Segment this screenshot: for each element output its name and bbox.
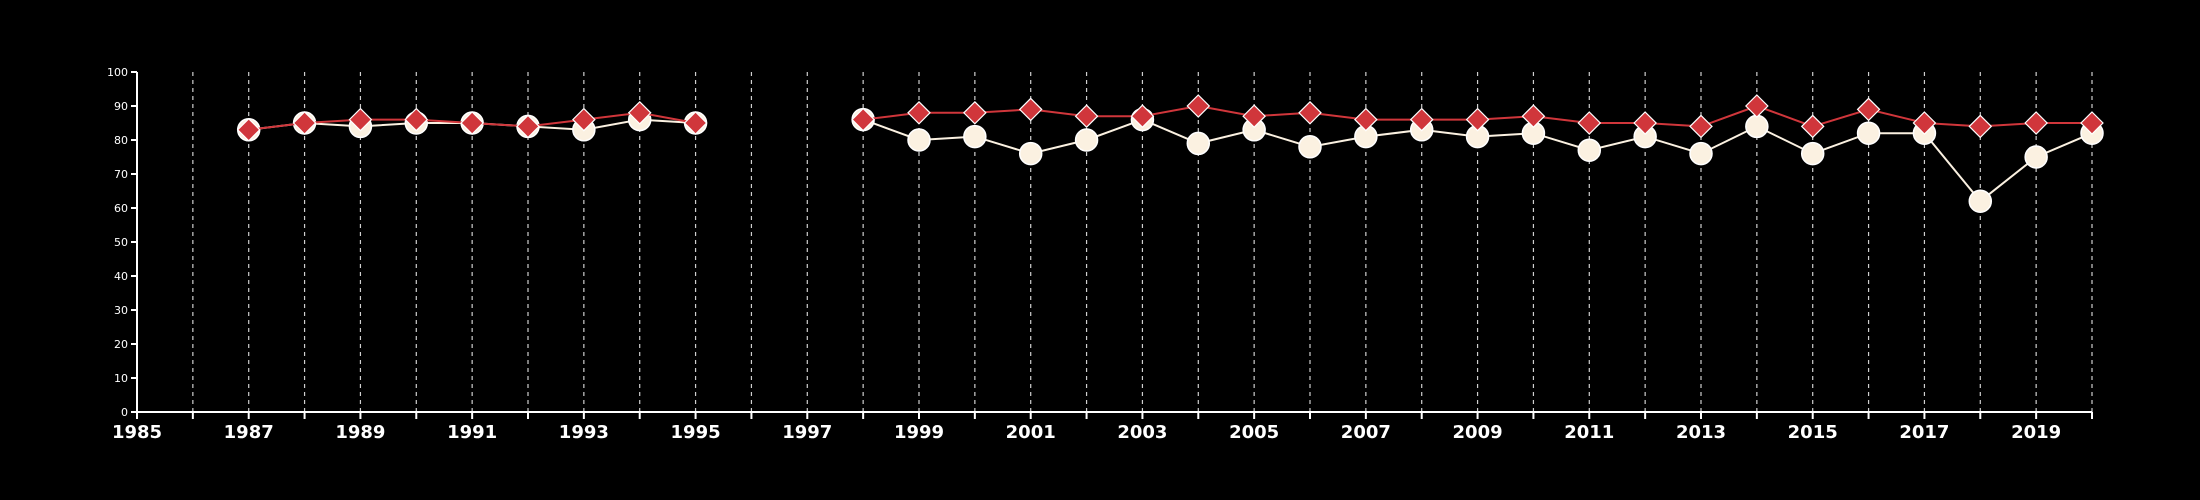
y-tick-label-70: 70 [114, 168, 128, 181]
point-circle-2000 [963, 124, 987, 149]
point-diamond-2003 [1130, 104, 1155, 129]
y-tick-label-20: 20 [114, 338, 128, 351]
y-tick-label-40: 40 [114, 270, 128, 283]
x-tick-label-1987: 1987 [224, 422, 274, 443]
point-diamond-2012 [1633, 111, 1657, 135]
point-circle-2006 [1298, 135, 1322, 159]
point-circle-1999 [907, 128, 931, 152]
x-tick-label-2017: 2017 [1899, 422, 1949, 443]
point-diamond-2004 [1186, 94, 1211, 118]
point-circle-2018 [1968, 189, 1993, 213]
point-diamond-2006 [1298, 100, 1322, 125]
x-tick-label-1999: 1999 [894, 422, 944, 443]
point-circle-2014 [1745, 114, 1769, 139]
point-diamond-2015 [1800, 114, 1825, 139]
x-tick-label-1993: 1993 [559, 422, 609, 443]
y-tick-label-10: 10 [114, 372, 128, 385]
x-tick-label-2009: 2009 [1453, 422, 1503, 443]
point-diamond-2016 [1856, 97, 1881, 122]
point-diamond-2010 [1521, 104, 1546, 129]
y-tick-label-60: 60 [114, 202, 128, 215]
y-tick-label-50: 50 [114, 236, 128, 249]
point-diamond-2001 [1018, 97, 1043, 122]
point-diamond-2020 [2080, 111, 2104, 135]
x-tick-label-1997: 1997 [782, 422, 832, 443]
point-diamond-2019 [2024, 111, 2048, 135]
point-diamond-2014 [1745, 94, 1769, 118]
axes: 0 10 20 30 40 50 60 70 80 90 100 1985 1987 1989 1991 19… [107, 66, 2093, 443]
x-tick-label-2019: 2019 [2011, 422, 2061, 443]
point-diamond-2002 [1074, 104, 1099, 129]
point-diamond-2008 [1409, 107, 1434, 132]
point-diamond-1994 [627, 100, 652, 125]
y-tick-label-90: 90 [114, 100, 128, 113]
point-circle-2015 [1800, 141, 1825, 166]
x-tick-label-1991: 1991 [447, 422, 497, 443]
point-circle-2004 [1186, 131, 1211, 156]
point-diamond-2007 [1354, 107, 1378, 132]
x-tick-label-1995: 1995 [671, 422, 721, 443]
point-diamond-2017 [1912, 111, 1937, 135]
point-circle-2001 [1018, 141, 1043, 166]
point-circle-2013 [1689, 141, 1713, 166]
point-circle-2019 [2024, 145, 2048, 169]
point-circle-2016 [1856, 121, 1881, 145]
x-tick-label-2011: 2011 [1564, 422, 1614, 443]
point-diamond-1992 [516, 114, 540, 139]
x-tick-label-1985: 1985 [112, 422, 162, 443]
point-diamond-2000 [963, 100, 987, 125]
point-diamond-1995 [683, 111, 708, 135]
y-tick-label-100: 100 [107, 66, 128, 79]
point-diamond-1988 [292, 111, 317, 135]
point-circle-2002 [1074, 128, 1099, 152]
x-tick-label-2001: 2001 [1006, 422, 1056, 443]
point-diamond-2013 [1689, 114, 1713, 139]
x-tick-label-2005: 2005 [1229, 422, 1279, 443]
point-diamond-1993 [572, 107, 596, 132]
y-tick-label-0: 0 [121, 406, 128, 419]
x-tick-label-2013: 2013 [1676, 422, 1726, 443]
point-diamond-2018 [1968, 114, 1993, 139]
point-diamond-1998 [851, 107, 875, 132]
point-diamond-1987 [236, 117, 261, 142]
point-diamond-2011 [1577, 111, 1602, 135]
point-diamond-1999 [907, 100, 931, 125]
series-layer [236, 94, 2104, 213]
point-diamond-1989 [348, 107, 373, 132]
y-tick-label-80: 80 [114, 134, 128, 147]
y-tick-label-30: 30 [114, 304, 128, 317]
point-diamond-2005 [1242, 104, 1266, 129]
point-circle-2011 [1577, 138, 1602, 162]
point-diamond-2009 [1465, 107, 1490, 132]
point-diamond-1990 [404, 107, 429, 132]
x-tick-label-2015: 2015 [1788, 422, 1838, 443]
x-tick-label-2007: 2007 [1341, 422, 1391, 443]
series-diamond [236, 94, 2104, 142]
x-tick-label-1989: 1989 [335, 422, 385, 443]
x-tick-label-2003: 2003 [1117, 422, 1167, 443]
point-diamond-1991 [460, 111, 484, 135]
